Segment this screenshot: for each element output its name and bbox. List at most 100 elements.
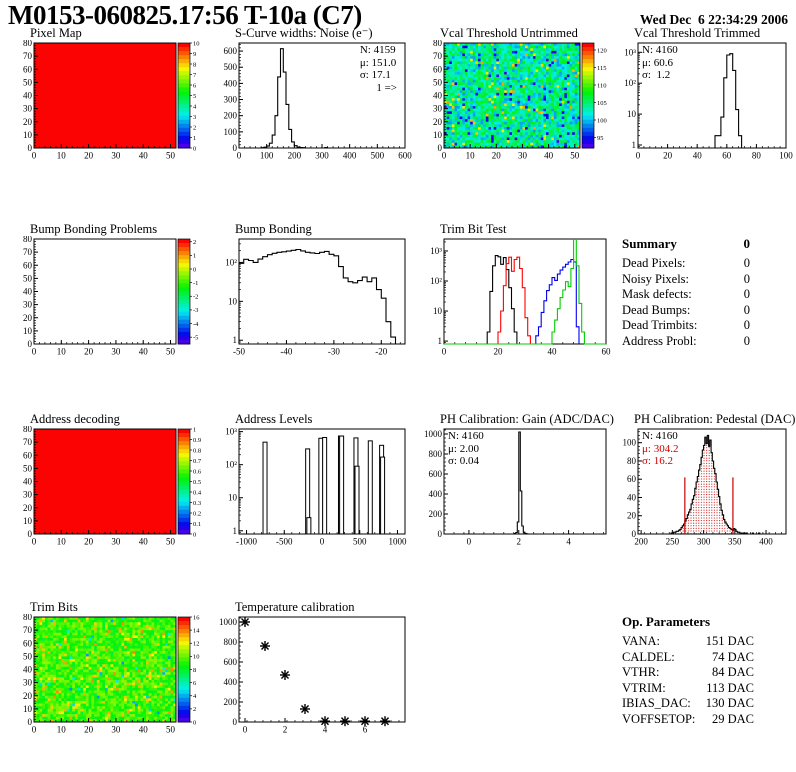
svg-text:200: 200 (288, 151, 302, 161)
svg-text:0: 0 (193, 145, 196, 152)
op-parameter-value: 151 DAC (705, 634, 754, 648)
svg-text:50: 50 (166, 347, 176, 357)
svg-text:100: 100 (623, 438, 637, 448)
summary-row-value: 0 (743, 287, 750, 301)
svg-text:40: 40 (23, 91, 33, 101)
svg-text:-1: -1 (193, 280, 198, 287)
svg-text:1: 1 (193, 253, 196, 260)
svg-text:50: 50 (570, 151, 580, 161)
svg-text:20: 20 (84, 537, 94, 547)
svg-text:1: 1 (193, 135, 196, 142)
chart-trim-bits: Trim Bits 0 10 20 30 40 50 0 10 20 30 40 50 60 70 80 16… (8, 601, 210, 743)
svg-text:10²: 10² (225, 460, 237, 470)
chart-title: Bump Bonding (235, 222, 312, 236)
svg-text:800: 800 (429, 449, 443, 459)
svg-text:0: 0 (28, 339, 33, 349)
svg-text:0.6: 0.6 (193, 468, 202, 475)
svg-text:0.2: 0.2 (193, 510, 201, 517)
svg-text:30: 30 (111, 151, 121, 161)
chart-title: Trim Bit Test (440, 222, 507, 236)
summary-row-value: 0 (743, 318, 750, 332)
svg-text:10²: 10² (624, 78, 636, 88)
svg-text:20: 20 (492, 151, 502, 161)
svg-text:300: 300 (697, 537, 711, 547)
svg-text:70: 70 (433, 51, 443, 61)
svg-text:100: 100 (224, 127, 238, 137)
svg-text:120: 120 (597, 47, 607, 54)
summary-row-value: 0 (743, 271, 750, 286)
timestamp: Wed Dec 6 22:34:29 2006 (639, 12, 788, 27)
chart-vcal-trimmed: Vcal Threshold Trimmed 0 20 40 60 80 100 1 10 10… (612, 27, 794, 169)
svg-text:10: 10 (228, 493, 238, 503)
chart-address-decoding: Address decoding 0 10 20 30 40 50 0 10 20 30 40 50 6… (8, 413, 210, 555)
op-parameter-label: VOFFSETOP: (622, 711, 696, 726)
svg-text:4: 4 (566, 537, 571, 547)
svg-text:60: 60 (433, 64, 443, 74)
svg-text:80: 80 (627, 456, 637, 466)
svg-text:10²: 10² (430, 276, 442, 286)
svg-text:5: 5 (193, 93, 196, 100)
chart-vcal-untrimmed: Vcal Threshold Untrimmed 0 10 20 30 40 50 0 10 2… (418, 27, 614, 169)
summary-row: Dead Trimbits: 0 (622, 318, 750, 334)
summary-row: Address Probl: 0 (622, 334, 750, 350)
svg-text:200: 200 (634, 537, 648, 547)
op-parameters-panel: Op. Parameters VANA: 151 DAC CALDEL: 74 DA… (622, 614, 754, 727)
summary-row-label: Dead Trimbits: (622, 318, 698, 332)
svg-text:1000: 1000 (424, 429, 443, 439)
address-levels-plot: -1000 -500 0 500 1000 1 10 10² 10³ (225, 427, 407, 547)
svg-text:9: 9 (193, 51, 196, 58)
op-parameter-row: VANA: 151 DAC (622, 634, 754, 650)
svg-text:-4: -4 (193, 321, 199, 328)
svg-text:30: 30 (518, 151, 528, 161)
bump-bonding-plot: -50 -40 -30 -20 1 10 10² (225, 238, 406, 357)
svg-text:-1000: -1000 (236, 537, 257, 547)
svg-text:-2: -2 (193, 294, 198, 301)
svg-text:20: 20 (663, 151, 673, 161)
svg-text:1000: 1000 (388, 537, 407, 547)
svg-text:40: 40 (139, 537, 149, 547)
svg-text:50: 50 (166, 537, 176, 547)
chart-bump-bonding-problems: Bump Bonding Problems 0 10 20 30 40 50 0 10 20 30… (8, 223, 210, 365)
chart-title: S-Curve widths: Noise (e⁻) (235, 26, 373, 40)
summary-row-value: 0 (743, 302, 750, 317)
svg-text:0: 0 (32, 347, 37, 357)
svg-text:50: 50 (433, 77, 443, 87)
svg-text:50: 50 (23, 273, 33, 283)
svg-text:30: 30 (23, 490, 33, 500)
svg-text:1: 1 (438, 336, 443, 346)
svg-text:8: 8 (193, 61, 196, 68)
svg-text:1: 1 (233, 526, 238, 536)
svg-text:0: 0 (636, 151, 641, 161)
svg-text:30: 30 (111, 347, 121, 357)
svg-text:40: 40 (548, 347, 558, 357)
svg-text:20: 20 (627, 511, 637, 521)
svg-text:60: 60 (722, 151, 732, 161)
op-parameter-value: 29 DAC (711, 711, 754, 726)
chart-temperature-calibration: Temperature calibration 0 2 4 6 0 200 400 600 80… (213, 601, 413, 743)
svg-text:105: 105 (597, 100, 607, 107)
svg-text:0: 0 (32, 151, 37, 161)
svg-text:10: 10 (466, 151, 476, 161)
svg-text:0: 0 (28, 529, 33, 539)
svg-text:10: 10 (627, 109, 637, 119)
summary-total: 0 (743, 236, 751, 251)
svg-text:0: 0 (438, 143, 443, 153)
ph-gain-plot: 0 2 4 0 200 400 600 800 1000 (424, 428, 607, 547)
stats-box: N: 4160 μ: 60.6 σ: 1.2 (642, 44, 678, 81)
svg-text:30: 30 (23, 300, 33, 310)
chart-title: Temperature calibration (235, 600, 355, 614)
summary-row: Dead Bumps: 0 (622, 303, 750, 319)
svg-text:30: 30 (433, 104, 443, 114)
svg-text:40: 40 (544, 151, 554, 161)
svg-text:10: 10 (57, 347, 67, 357)
svg-text:250: 250 (666, 537, 680, 547)
svg-text:10²: 10² (225, 257, 237, 267)
summary-row-label: Dead Bumps: (622, 302, 691, 317)
svg-text:-20: -20 (375, 347, 387, 357)
chart-title: Vcal Threshold Untrimmed (440, 26, 578, 40)
svg-text:0.7: 0.7 (193, 458, 202, 465)
summary-heading: Summary (622, 236, 677, 251)
svg-text:20: 20 (433, 117, 443, 127)
